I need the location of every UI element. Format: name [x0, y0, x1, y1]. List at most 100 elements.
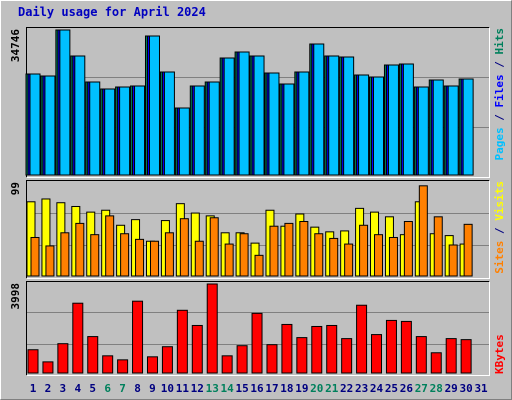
bar	[194, 240, 204, 277]
bar	[206, 283, 218, 374]
bar	[373, 76, 385, 176]
x-tick-label: 21	[325, 382, 339, 395]
bar	[432, 79, 444, 176]
bar	[253, 55, 265, 176]
bar	[403, 221, 413, 277]
x-tick-label: 28	[430, 382, 443, 395]
panel-border-light	[26, 27, 490, 178]
bar	[149, 240, 159, 277]
x-tick-label: 1	[30, 382, 37, 395]
bar	[178, 107, 190, 176]
x-tick-label: 14	[221, 382, 235, 395]
x-tick-label: 16	[250, 382, 264, 395]
legend-entry: Files	[493, 74, 506, 107]
x-tick-label: 3	[60, 382, 67, 395]
bar	[176, 309, 188, 374]
bar	[72, 302, 84, 374]
x-tick-label: 23	[355, 382, 368, 395]
bar	[224, 243, 234, 277]
bar	[462, 78, 474, 176]
panel-border-light	[26, 281, 490, 376]
legend-entry: Pages	[493, 127, 506, 160]
bar	[132, 300, 144, 374]
x-tick-label: 31	[474, 382, 488, 395]
bar	[415, 336, 427, 374]
bar	[57, 343, 69, 374]
bar	[268, 72, 280, 176]
bar	[75, 222, 85, 277]
bar	[299, 221, 309, 277]
legend-separator: /	[493, 55, 506, 75]
x-tick-label: 7	[119, 382, 126, 395]
bar	[388, 236, 398, 277]
bar	[191, 324, 203, 374]
bar	[447, 85, 459, 176]
bar	[387, 64, 399, 176]
bar	[193, 85, 205, 176]
y-tick-label: 34746	[9, 29, 22, 62]
x-tick-label: 8	[134, 382, 141, 395]
legend-entry: KBytes	[493, 334, 506, 374]
x-tick-label: 30	[460, 382, 473, 395]
bar	[89, 81, 101, 176]
bar	[134, 85, 146, 176]
bar	[87, 336, 99, 374]
bar	[269, 225, 279, 277]
bar	[90, 234, 100, 277]
x-tick-label: 22	[340, 382, 353, 395]
bar	[417, 86, 429, 176]
bar	[30, 236, 40, 277]
x-tick-label: 9	[149, 382, 156, 395]
bar	[326, 324, 338, 374]
bar	[445, 338, 457, 374]
x-tick-label: 11	[176, 382, 190, 395]
panel-border-light	[26, 180, 490, 279]
x-tick-label: 17	[265, 382, 278, 395]
bar	[209, 217, 219, 277]
legend-entry: Visits	[493, 181, 506, 221]
x-tick-label: 5	[89, 382, 96, 395]
bar	[148, 35, 160, 176]
bar	[236, 345, 248, 374]
bar	[238, 51, 250, 176]
bar	[74, 55, 86, 176]
bar	[311, 325, 323, 374]
bar	[208, 81, 220, 176]
bar	[358, 74, 370, 176]
bar	[374, 234, 384, 277]
bar	[328, 55, 340, 176]
y-tick-label: 3998	[9, 283, 22, 310]
x-tick-label: 10	[161, 382, 174, 395]
x-tick-label: 12	[191, 382, 204, 395]
bar	[314, 233, 324, 277]
bar	[221, 355, 233, 374]
bar	[59, 29, 71, 176]
x-tick-label: 26	[400, 382, 414, 395]
bar	[460, 339, 472, 374]
bar	[313, 43, 325, 176]
bar	[463, 223, 473, 277]
bar	[371, 334, 383, 374]
legend: Pages / Files / Hits	[493, 28, 506, 161]
bar	[135, 238, 145, 277]
x-tick-label: 25	[385, 382, 398, 395]
bar	[29, 73, 41, 176]
x-tick-label: 18	[280, 382, 293, 395]
bar	[329, 237, 339, 277]
bar	[44, 75, 56, 176]
x-tick-label: 24	[370, 382, 384, 395]
bar	[119, 86, 131, 176]
x-tick-label: 4	[74, 382, 81, 395]
legend-entry: Sites	[493, 241, 506, 274]
bar	[344, 243, 354, 277]
legend-entry: Hits	[493, 28, 506, 55]
bar	[266, 344, 278, 374]
bar	[296, 337, 308, 374]
x-tick-label: 19	[295, 382, 308, 395]
bar	[146, 356, 158, 374]
bar	[105, 215, 115, 277]
bar	[102, 355, 114, 374]
bar	[359, 224, 369, 277]
x-tick-label: 15	[235, 382, 248, 395]
